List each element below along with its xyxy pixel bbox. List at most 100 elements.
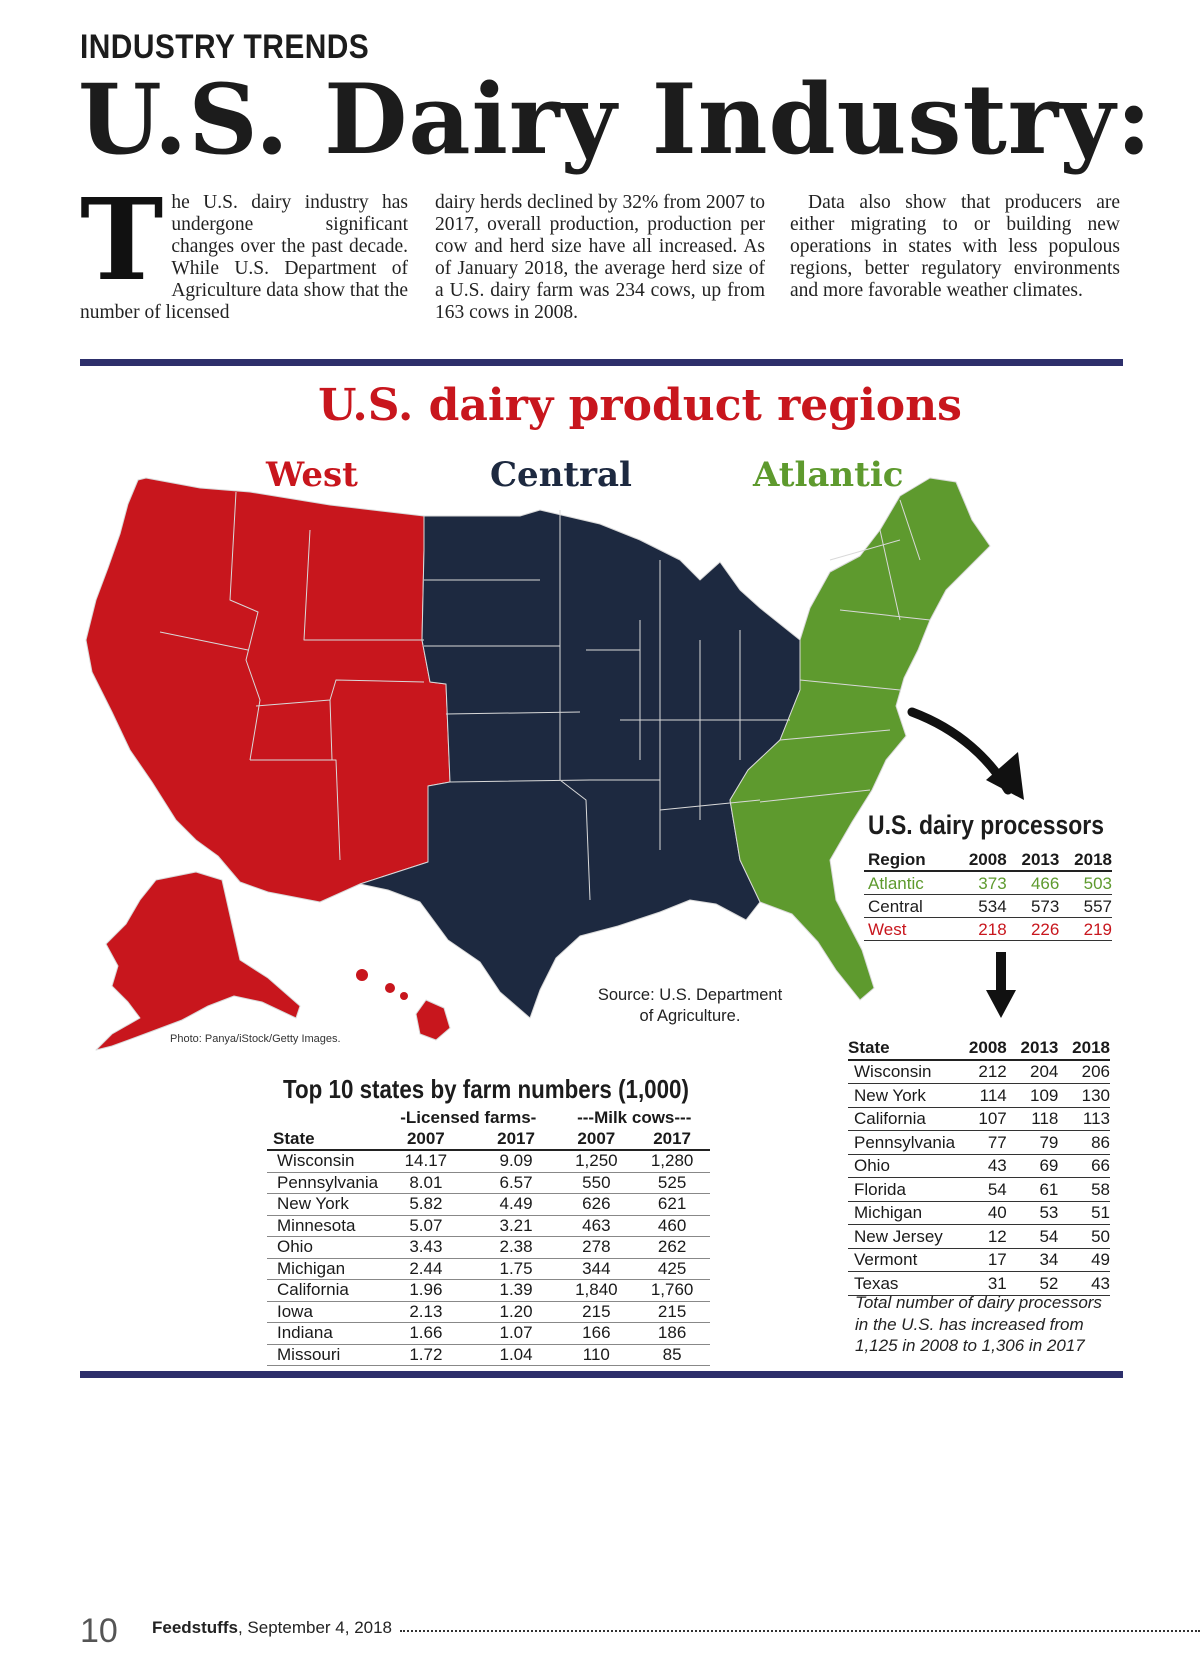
table-row: Pennsylvania 77 79 86: [848, 1130, 1110, 1155]
article-column-1: T he U.S. dairy industry has undergone s…: [80, 185, 408, 324]
cell-value: 1.04: [473, 1344, 559, 1366]
state-name: Minnesota: [267, 1215, 379, 1237]
cell-value: 503: [1059, 871, 1112, 895]
cell-value: 114: [955, 1083, 1007, 1108]
processors-title: U.S. dairy processors: [868, 810, 1104, 840]
table-row: Atlantic 373 466 503: [864, 871, 1112, 895]
cell-value: 219: [1059, 917, 1112, 941]
cell-value: 61: [1006, 1177, 1059, 1202]
page-number: 10: [80, 1612, 118, 1650]
article-column-2: dairy herds declined by 32% from 2007 to…: [435, 192, 765, 323]
cell-value: 1.07: [473, 1322, 559, 1345]
cell-value: 215: [558, 1301, 635, 1323]
cell-value: 573: [1006, 894, 1060, 918]
group-header: -Licensed farms-: [400, 1108, 537, 1128]
table-row: Florida 54 61 58: [848, 1177, 1110, 1202]
cell-value: 43: [955, 1154, 1007, 1178]
cell-value: 1.75: [473, 1258, 559, 1280]
cell-value: 215: [634, 1301, 710, 1323]
cell-value: 466: [1006, 871, 1060, 895]
cell-value: 113: [1058, 1107, 1110, 1131]
region-label-atlantic: Atlantic: [753, 455, 904, 495]
col-header: 2007: [378, 1128, 474, 1151]
cell-value: 9.09: [473, 1150, 559, 1173]
cell-value: 51: [1058, 1201, 1110, 1225]
cell-value: 3.43: [378, 1236, 474, 1259]
col-header: 2017: [473, 1128, 559, 1151]
state-name: California: [267, 1279, 379, 1302]
col-header: Region: [864, 848, 954, 872]
state-name: California: [848, 1107, 956, 1131]
col-header: 2007: [558, 1128, 635, 1151]
state-name: Pennsylvania: [848, 1130, 956, 1155]
map-title: U.S. dairy product regions: [318, 380, 962, 431]
processors-state-table: State 2008 2013 2018 Wisconsin 212 204 206 N…: [848, 1036, 1110, 1296]
divider-rule-bottom: [80, 1371, 1123, 1378]
map-source-line-2: of Agriculture.: [639, 1007, 741, 1025]
cell-value: 6.57: [473, 1172, 559, 1194]
table-row: Iowa 2.13 1.20 215 215: [267, 1301, 710, 1323]
table-row: Ohio 43 69 66: [848, 1154, 1110, 1178]
state-name: Ohio: [848, 1154, 956, 1178]
map-atlantic-region: [729, 477, 991, 1001]
state-name: Texas: [848, 1271, 956, 1296]
table-row: Pennsylvania 8.01 6.57 550 525: [267, 1172, 710, 1194]
col-header: State: [267, 1128, 379, 1151]
article-column-3: Data also show that producers are either…: [790, 192, 1120, 301]
cell-value: 463: [558, 1215, 635, 1237]
cell-value: 1,760: [634, 1279, 710, 1302]
cell-value: 621: [634, 1193, 710, 1216]
state-name: Wisconsin: [848, 1059, 956, 1084]
table-row: Michigan 40 53 51: [848, 1201, 1110, 1225]
cell-value: 186: [634, 1322, 710, 1345]
cell-value: 12: [955, 1224, 1007, 1249]
cell-value: 373: [954, 871, 1007, 895]
cell-value: 425: [634, 1258, 710, 1280]
cell-value: 17: [955, 1248, 1007, 1272]
article-column-1-text: he U.S. dairy industry has undergone sig…: [80, 192, 408, 323]
cell-value: 40: [955, 1201, 1007, 1225]
cell-value: 4.49: [473, 1193, 559, 1216]
cell-value: 54: [1006, 1224, 1059, 1249]
cell-value: 69: [1006, 1154, 1059, 1178]
table-row: New York 114 109 130: [848, 1083, 1110, 1108]
cell-value: 278: [558, 1236, 635, 1259]
cell-value: 107: [955, 1107, 1007, 1131]
footer-dotted-line: [400, 1630, 1200, 1632]
cell-value: 109: [1006, 1083, 1059, 1108]
region-name: West: [864, 917, 954, 941]
cell-value: 2.38: [473, 1236, 559, 1259]
publication-name: Feedstuffs: [152, 1618, 238, 1637]
top10-title: Top 10 states by farm numbers (1,000): [283, 1074, 689, 1104]
cell-value: 557: [1059, 894, 1112, 918]
table-row: Missouri 1.72 1.04 110 85: [267, 1344, 710, 1366]
cell-value: 460: [634, 1215, 710, 1237]
map-source: Source: U.S. Department of Agriculture.: [585, 985, 795, 1027]
cell-value: 534: [954, 894, 1007, 918]
divider-rule-top: [80, 359, 1123, 366]
table-row: New Jersey 12 54 50: [848, 1224, 1110, 1249]
cell-value: 43: [1058, 1271, 1110, 1296]
cell-value: 1.66: [378, 1322, 474, 1345]
table-row: Central 534 573 557: [864, 894, 1112, 918]
col-header: 2008: [955, 1036, 1007, 1061]
state-name: New York: [848, 1083, 956, 1108]
cell-value: 54: [955, 1177, 1007, 1202]
state-name: Michigan: [848, 1201, 956, 1225]
table-row: Michigan 2.44 1.75 344 425: [267, 1258, 710, 1280]
down-arrow-shaft: [996, 952, 1006, 992]
photo-credit: Photo: Panya/iStock/Getty Images.: [170, 1033, 341, 1045]
cell-value: 50: [1058, 1224, 1110, 1249]
state-name: Pennsylvania: [267, 1172, 379, 1194]
cell-value: 218: [954, 917, 1007, 941]
cell-value: 344: [558, 1258, 635, 1280]
cell-value: 66: [1058, 1154, 1110, 1178]
map-source-line-1: Source: U.S. Department: [597, 986, 783, 1004]
state-name: Indiana: [267, 1322, 379, 1345]
table-row: Texas 31 52 43: [848, 1271, 1110, 1296]
publication-date: , September 4, 2018: [237, 1618, 393, 1637]
cell-value: 8.01: [378, 1172, 474, 1194]
cell-value: 1.20: [473, 1301, 559, 1323]
cell-value: 1,250: [558, 1150, 635, 1173]
